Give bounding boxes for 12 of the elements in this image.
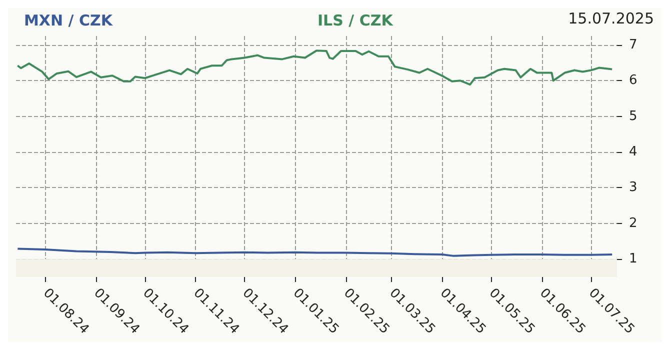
y-tick-label: 1	[629, 252, 638, 267]
y-tick-label: 7	[629, 37, 638, 52]
y-tick-label: 2	[629, 216, 638, 231]
y-tick-label: 4	[629, 144, 638, 160]
line-series	[16, 50, 614, 86]
text: MXN / CZK	[24, 12, 114, 30]
line-series	[16, 248, 614, 257]
y-tick-label: 3	[629, 180, 638, 196]
text: 15.07.2025	[568, 10, 654, 28]
series-label: ILS / CZK	[317, 12, 394, 30]
y-tick-label: 6	[629, 73, 638, 88]
y-tick-label: 5	[629, 108, 638, 124]
